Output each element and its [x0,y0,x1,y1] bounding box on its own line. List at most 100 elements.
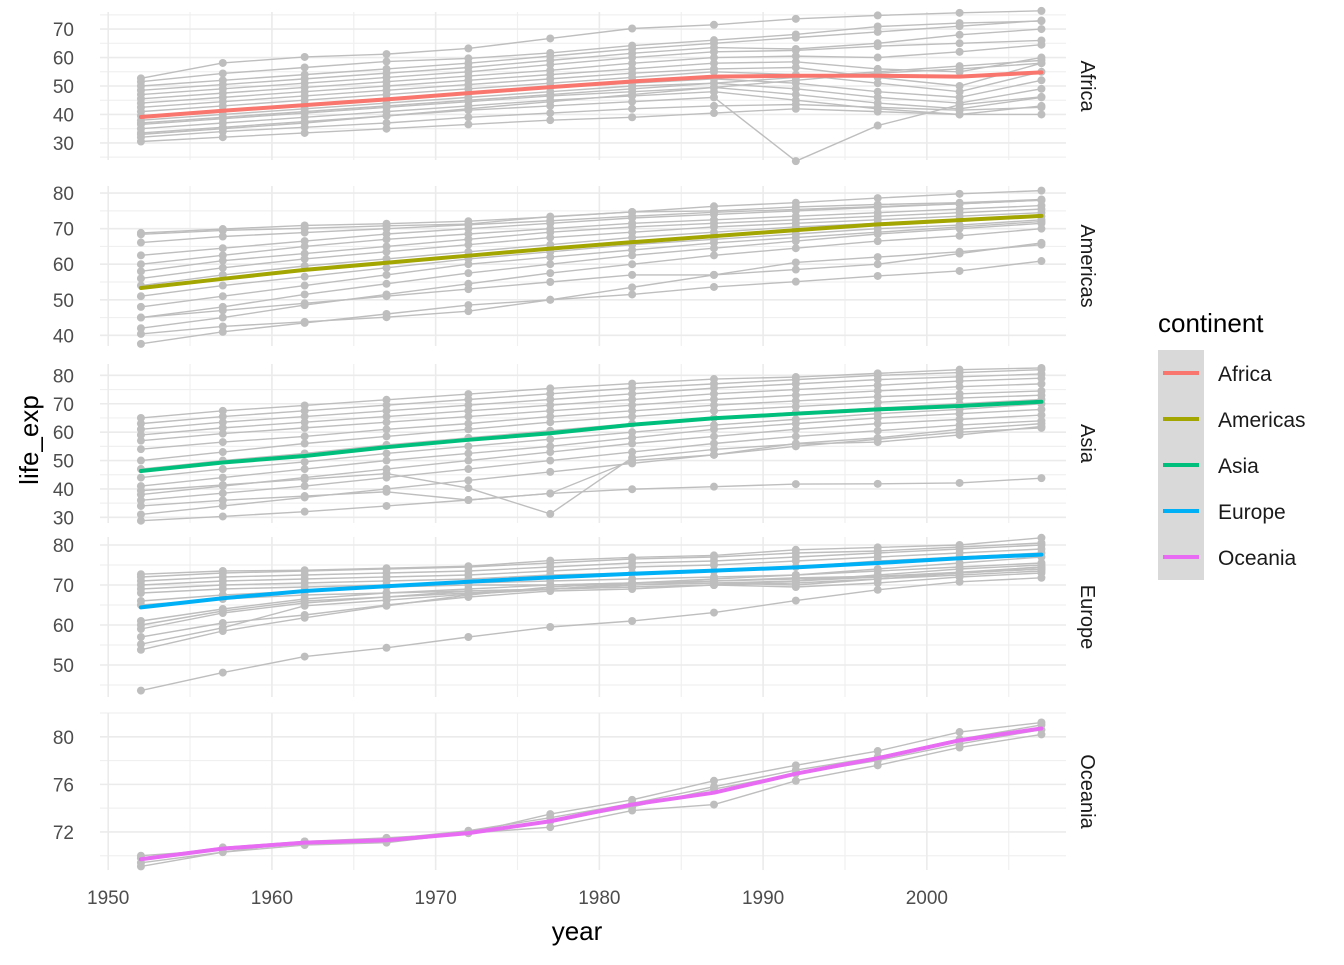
country-point [136,413,145,422]
country-point [218,668,227,677]
country-point [464,633,473,641]
country-line [140,383,1042,442]
country-point [136,625,145,633]
country-point [300,318,309,327]
panel-africa: 30 40 50 60 70 Africa [53,6,1098,166]
country-point [628,395,637,404]
y-tick-label: 80 [53,728,74,749]
country-point [873,571,882,579]
y-tick-label: 40 [53,326,74,347]
x-axis-title: year [552,916,603,946]
country-point [300,601,309,610]
country-point [382,279,391,288]
country-line [140,39,1042,96]
country-point [464,285,473,294]
y-tick-label: 70 [53,395,74,416]
y-tick-label: 60 [53,423,74,444]
country-point [955,62,964,71]
country-point [218,423,227,432]
country-point [136,425,145,434]
country-point [955,110,964,119]
country-line [140,19,1042,87]
country-point [791,90,800,99]
legend-title: continent [1158,308,1264,338]
country-point [709,93,718,102]
country-point [300,418,309,427]
y-tick-label: 40 [53,105,74,126]
y-tick-label: 50 [53,291,74,312]
country-point [955,224,964,233]
legend-label: Africa [1218,363,1272,386]
country-point [300,119,309,127]
country-point [709,384,718,393]
country-point [955,377,964,386]
country-point [136,274,145,283]
y-tick-label: 70 [53,576,74,597]
country-point [628,53,637,62]
country-point [873,194,882,203]
country-line [140,425,1042,515]
country-point [136,686,145,695]
country-point [300,493,309,502]
country-point [791,402,800,411]
country-line [140,728,1042,859]
country-point [1037,238,1046,247]
country-point [709,53,718,62]
country-point [791,442,800,451]
country-point [300,482,309,491]
country-point [791,244,800,253]
country-point [1037,76,1046,85]
country-point [628,485,637,494]
country-point [300,228,309,237]
country-line [140,422,1042,522]
country-point [1037,103,1046,112]
country-line [140,408,1042,487]
country-point [709,800,718,809]
country-point [628,585,637,593]
facet-label: Africa [1076,60,1098,112]
country-point [464,406,473,415]
country-point [218,133,227,142]
country-point [1037,84,1046,93]
country-point [136,589,145,597]
country-point [709,782,718,791]
country-point [955,394,964,403]
country-point [464,307,473,316]
y-tick-label: 72 [53,823,74,844]
country-point [136,633,145,641]
country-point [1037,186,1046,195]
country-point [628,251,637,260]
country-point [464,484,473,493]
country-point [955,39,964,48]
legend-item-americas: Americas [1158,396,1306,442]
country-line [140,556,1042,594]
country-point [136,267,145,276]
country-point [546,435,555,444]
country-point [873,398,882,407]
country-point [382,263,391,272]
country-point [382,57,391,66]
country-line [140,96,1042,162]
country-point [546,60,555,69]
country-point [791,84,800,93]
country-point [709,406,718,415]
country-point [300,475,309,484]
country-point [218,263,227,272]
country-point [464,412,473,421]
country-point [218,448,227,457]
y-tick-label: 60 [53,49,74,70]
country-line [140,537,1042,575]
country-point [1037,374,1046,383]
panel-americas: 40 50 60 70 80 Americas [53,184,1098,348]
country-point [218,58,227,67]
country-point [382,50,391,59]
country-point [464,496,473,505]
country-line [140,59,1042,124]
country-point [464,260,473,269]
country-line [140,242,1042,345]
country-point [546,34,555,43]
country-line [140,414,1042,496]
country-point [546,418,555,427]
country-point [709,251,718,260]
